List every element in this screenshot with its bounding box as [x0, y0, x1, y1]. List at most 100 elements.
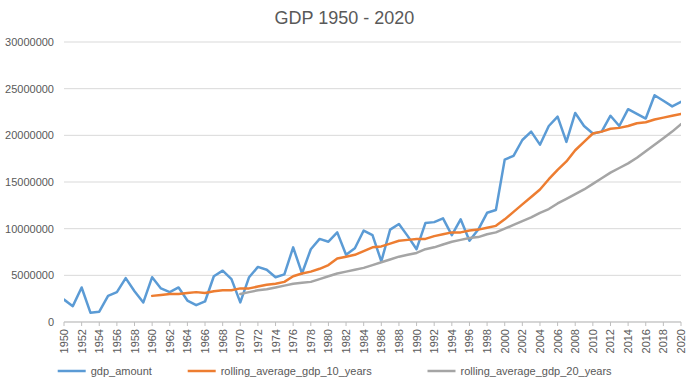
x-tick: [363, 322, 364, 326]
x-tick-label: 1976: [287, 329, 299, 353]
x-tick: [416, 322, 417, 326]
x-tick: [275, 322, 276, 326]
x-tick: [451, 322, 452, 326]
x-tick: [610, 322, 611, 326]
x-axis: [64, 322, 681, 323]
series-line: [64, 95, 681, 312]
x-tick-label: 1970: [234, 329, 246, 353]
x-tick-label: 1950: [58, 329, 70, 353]
x-tick-label: 1972: [252, 329, 264, 353]
grid-line: [64, 182, 681, 183]
x-tick: [487, 322, 488, 326]
x-tick: [169, 322, 170, 326]
y-tick-label: 30000000: [5, 36, 54, 48]
x-tick-label: 2016: [640, 329, 652, 353]
x-tick-label: 1962: [164, 329, 176, 353]
x-tick: [328, 322, 329, 326]
x-tick: [645, 322, 646, 326]
legend-label: gdp_amount: [91, 365, 152, 377]
x-tick-label: 1974: [270, 329, 282, 353]
series-group: [64, 95, 681, 312]
title: GDP 1950 - 2020: [275, 8, 415, 28]
x-tick: [116, 322, 117, 326]
x-tick-label: 2020: [675, 329, 687, 353]
chart: GDP 1950 - 2020 0 5000000 10000000 15000000 2…: [0, 0, 689, 384]
series-line: [240, 124, 681, 294]
x-tick-label: 1994: [446, 329, 458, 353]
x-tick-label: 2010: [587, 329, 599, 353]
x-tick: [187, 322, 188, 326]
x-tick-label: 1960: [146, 329, 158, 353]
grid-line: [64, 88, 681, 89]
y-tick-label: 10000000: [5, 223, 54, 235]
grid-line: [64, 42, 681, 43]
x-tick: [99, 322, 100, 326]
x-tick: [469, 322, 470, 326]
y-tick-label: 20000000: [5, 129, 54, 141]
x-tick-label: 1952: [76, 329, 88, 353]
legend: gdp_amount rolling_average_gdp_10_years ro…: [58, 365, 612, 377]
x-tick: [205, 322, 206, 326]
x-tick-label: 2012: [604, 329, 616, 353]
x-tick: [592, 322, 593, 326]
y-tick-label: 5000000: [11, 269, 54, 281]
x-tick: [257, 322, 258, 326]
x-tick: [134, 322, 135, 326]
x-tick-label: 1956: [111, 329, 123, 353]
x-tick: [310, 322, 311, 326]
x-tick-label: 1968: [217, 329, 229, 353]
y-tick-label: 0: [48, 316, 54, 328]
y-tick-label: 25000000: [5, 83, 54, 95]
x-tick: [346, 322, 347, 326]
legend-swatch: [428, 370, 456, 373]
x-tick: [222, 322, 223, 326]
x-tick-label: 2008: [569, 329, 581, 353]
x-tick-label: 1966: [199, 329, 211, 353]
x-tick: [504, 322, 505, 326]
grid-line: [64, 275, 681, 276]
x-tick-label: 1954: [93, 329, 105, 353]
x-tick: [381, 322, 382, 326]
grid-line: [64, 228, 681, 229]
series-line: [152, 114, 681, 296]
x-tick-label: 1990: [411, 329, 423, 353]
grid: [64, 42, 681, 322]
x-tick-label: 1996: [463, 329, 475, 353]
grid-line: [64, 322, 681, 323]
x-tick: [64, 322, 65, 326]
x-tick-label: 2000: [499, 329, 511, 353]
x-tick-label: 2006: [552, 329, 564, 353]
y-tick-label: 15000000: [5, 176, 54, 188]
x-tick-label: 1984: [358, 329, 370, 353]
x-tick-label: 1988: [393, 329, 405, 353]
background: [0, 0, 689, 384]
legend-swatch: [58, 370, 86, 373]
x-tick-label: 2004: [534, 329, 546, 353]
x-tick-label: 1964: [181, 329, 193, 353]
x-tick-label: 1992: [428, 329, 440, 353]
x-tick-label: 1998: [481, 329, 493, 353]
x-tick-label: 1978: [305, 329, 317, 353]
x-tick: [557, 322, 558, 326]
x-tick: [628, 322, 629, 326]
x-tick-label: 2014: [622, 329, 634, 353]
grid-line: [64, 135, 681, 136]
legend-swatch: [188, 370, 216, 373]
x-tick: [152, 322, 153, 326]
x-tick-label: 1958: [129, 329, 141, 353]
legend-label: rolling_average_gdp_10_years: [221, 365, 373, 377]
x-tick: [663, 322, 664, 326]
x-tick: [681, 322, 682, 326]
x-tick-label: 1986: [375, 329, 387, 353]
x-tick-label: 2018: [657, 329, 669, 353]
x-tick: [522, 322, 523, 326]
x-tick: [240, 322, 241, 326]
x-tick: [293, 322, 294, 326]
legend-label: rolling_average_gdp_20_years: [461, 365, 613, 377]
x-tick-label: 1980: [322, 329, 334, 353]
x-tick: [434, 322, 435, 326]
x-tick: [575, 322, 576, 326]
x-tick-label: 1982: [340, 329, 352, 353]
x-tick: [81, 322, 82, 326]
x-tick: [539, 322, 540, 326]
